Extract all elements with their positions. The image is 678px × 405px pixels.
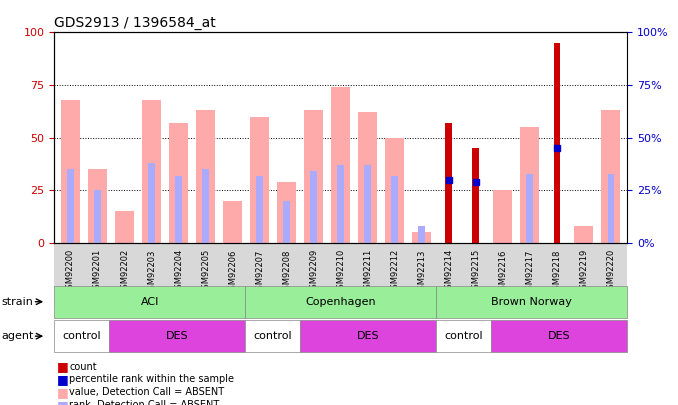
Text: ■: ■ xyxy=(56,386,68,399)
Bar xyxy=(574,226,593,243)
Bar xyxy=(311,171,317,243)
Text: DES: DES xyxy=(357,331,379,341)
Bar xyxy=(473,148,479,243)
Text: control: control xyxy=(62,331,101,341)
Text: count: count xyxy=(69,362,97,371)
Bar xyxy=(142,100,161,243)
Text: DES: DES xyxy=(165,331,188,341)
Bar xyxy=(418,226,425,243)
Bar xyxy=(196,110,215,243)
Text: Copenhagen: Copenhagen xyxy=(305,297,376,307)
Bar xyxy=(202,169,209,243)
Bar xyxy=(553,43,560,243)
Bar xyxy=(115,211,134,243)
Bar xyxy=(304,110,323,243)
Bar xyxy=(148,163,155,243)
Bar xyxy=(88,169,107,243)
Bar xyxy=(256,176,263,243)
Bar xyxy=(223,201,242,243)
Bar xyxy=(601,110,620,243)
Text: DES: DES xyxy=(548,331,570,341)
Bar xyxy=(169,123,188,243)
Bar xyxy=(332,87,350,243)
Text: value, Detection Call = ABSENT: value, Detection Call = ABSENT xyxy=(69,388,224,397)
Bar xyxy=(391,176,398,243)
Text: GDS2913 / 1396584_at: GDS2913 / 1396584_at xyxy=(54,16,216,30)
Text: percentile rank within the sample: percentile rank within the sample xyxy=(69,375,234,384)
Bar xyxy=(61,100,80,243)
Bar xyxy=(283,201,290,243)
Bar xyxy=(445,123,452,243)
Bar xyxy=(607,173,614,243)
Bar xyxy=(175,176,182,243)
Bar xyxy=(527,173,533,243)
Bar xyxy=(385,138,404,243)
Bar xyxy=(412,232,431,243)
Bar xyxy=(521,127,539,243)
Bar xyxy=(338,165,344,243)
Text: control: control xyxy=(444,331,483,341)
Bar xyxy=(250,117,269,243)
Text: strain: strain xyxy=(1,297,33,307)
Bar xyxy=(364,165,371,243)
Bar xyxy=(94,190,101,243)
Text: Brown Norway: Brown Norway xyxy=(492,297,572,307)
Bar xyxy=(277,182,296,243)
Text: control: control xyxy=(253,331,292,341)
Text: rank, Detection Call = ABSENT: rank, Detection Call = ABSENT xyxy=(69,401,220,405)
Text: ■: ■ xyxy=(56,360,68,373)
Bar xyxy=(358,113,377,243)
Text: ■: ■ xyxy=(56,399,68,405)
Bar xyxy=(67,169,74,243)
Text: agent: agent xyxy=(1,331,34,341)
Text: ■: ■ xyxy=(56,373,68,386)
Text: ACI: ACI xyxy=(140,297,159,307)
Bar xyxy=(494,190,513,243)
